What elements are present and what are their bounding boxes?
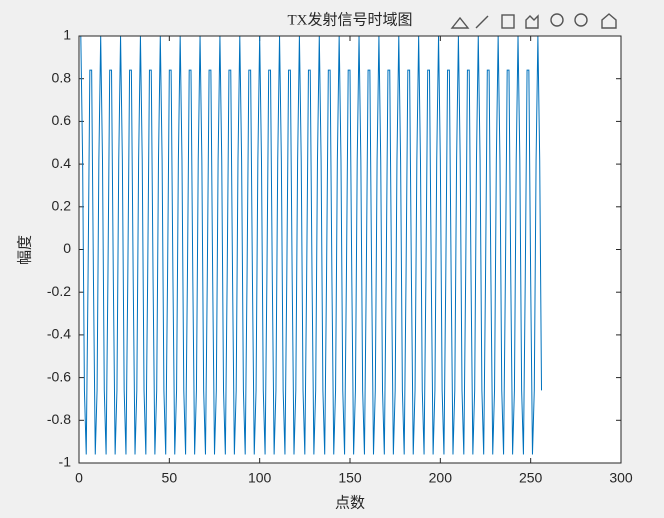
x-tick-label: 250 xyxy=(519,470,543,486)
chart-title: TX发射信号时域图 xyxy=(288,11,413,28)
signal-line xyxy=(80,35,543,455)
y-tick-label: 0 xyxy=(63,240,71,256)
y-tick-label: 0.8 xyxy=(52,69,72,85)
tool-export[interactable] xyxy=(450,16,470,29)
y-tick-label: -0.2 xyxy=(47,283,71,299)
y-tick-label: 0.6 xyxy=(52,112,72,128)
y-tick-label: -0.6 xyxy=(47,368,71,384)
tool-zoom-out[interactable] xyxy=(574,13,588,27)
y-tick-label: 1 xyxy=(63,27,71,43)
x-tick-label: 100 xyxy=(248,470,272,486)
y-tick-label: -0.4 xyxy=(47,326,71,342)
toolbar[interactable] xyxy=(450,13,617,29)
tool-pan[interactable] xyxy=(525,14,539,29)
x-tick-label: 0 xyxy=(75,470,83,486)
tool-zoom-in[interactable] xyxy=(550,13,564,27)
x-tick-label: 150 xyxy=(338,470,362,486)
y-tick-label: 0.4 xyxy=(52,155,72,171)
y-tick-label: -1 xyxy=(59,454,72,470)
y-tick-label: 0.2 xyxy=(52,198,72,214)
x-axis-label: 点数 xyxy=(335,494,365,511)
y-axis-label: 幅度 xyxy=(16,235,33,265)
x-tick-label: 50 xyxy=(162,470,178,486)
x-tick-label: 200 xyxy=(429,470,453,486)
tool-brush[interactable] xyxy=(475,15,489,29)
tool-legend[interactable] xyxy=(501,14,515,29)
x-tick-label: 300 xyxy=(609,470,633,486)
axes-box xyxy=(78,35,622,464)
tool-home[interactable] xyxy=(601,13,617,29)
y-tick-label: -0.8 xyxy=(47,411,71,427)
